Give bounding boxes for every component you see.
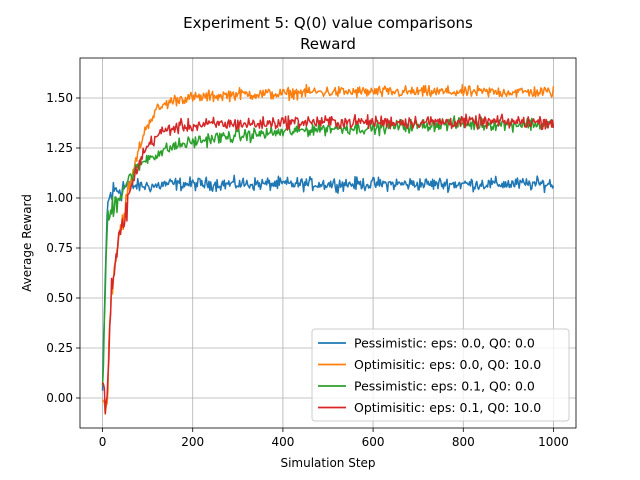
legend-box [311,328,570,422]
chart-title: Experiment 5: Q(0) value comparisons [183,14,473,32]
y-tick-label: 1.50 [46,91,73,105]
ticks: 0 200 400 600 800 1000 0.00 0.25 0.50 0.75 1.00 1.2… [46,91,568,449]
x-tick-label: 600 [362,435,385,449]
y-tick-label: 1.25 [46,141,73,155]
legend-label-4: Optimisitic: eps: 0.1, Q0: 10.0 [354,400,541,415]
legend-label-3: Pessimistic: eps: 0.1, Q0: 0.0 [354,379,535,394]
x-axis-label: Simulation Step [280,456,375,470]
legend-label-1: Pessimistic: eps: 0.0, Q0: 0.0 [354,336,535,351]
x-tick-label: 800 [452,435,475,449]
x-tick-label: 1000 [538,435,569,449]
legend-label-2: Optimisitic: eps: 0.0, Q0: 10.0 [354,357,541,372]
y-tick-label: 0.75 [46,241,73,255]
x-tick-label: 400 [271,435,294,449]
y-axis-label: Average Reward [20,194,34,292]
series-layer [101,83,555,415]
chart-subtitle: Reward [300,35,356,53]
y-tick-label: 0.00 [46,391,73,405]
y-tick-label: 0.25 [46,341,73,355]
y-tick-label: 0.50 [46,291,73,305]
legend: Pessimistic: eps: 0.0, Q0: 0.0 Optimisiti… [311,328,570,422]
series-line-2 [101,83,555,415]
plot-frame [79,57,577,429]
x-tick-label: 0 [99,435,107,449]
x-tick-label: 200 [181,435,204,449]
series-line-1 [101,174,555,391]
y-tick-label: 1.00 [46,191,73,205]
series-line-4 [101,113,555,415]
